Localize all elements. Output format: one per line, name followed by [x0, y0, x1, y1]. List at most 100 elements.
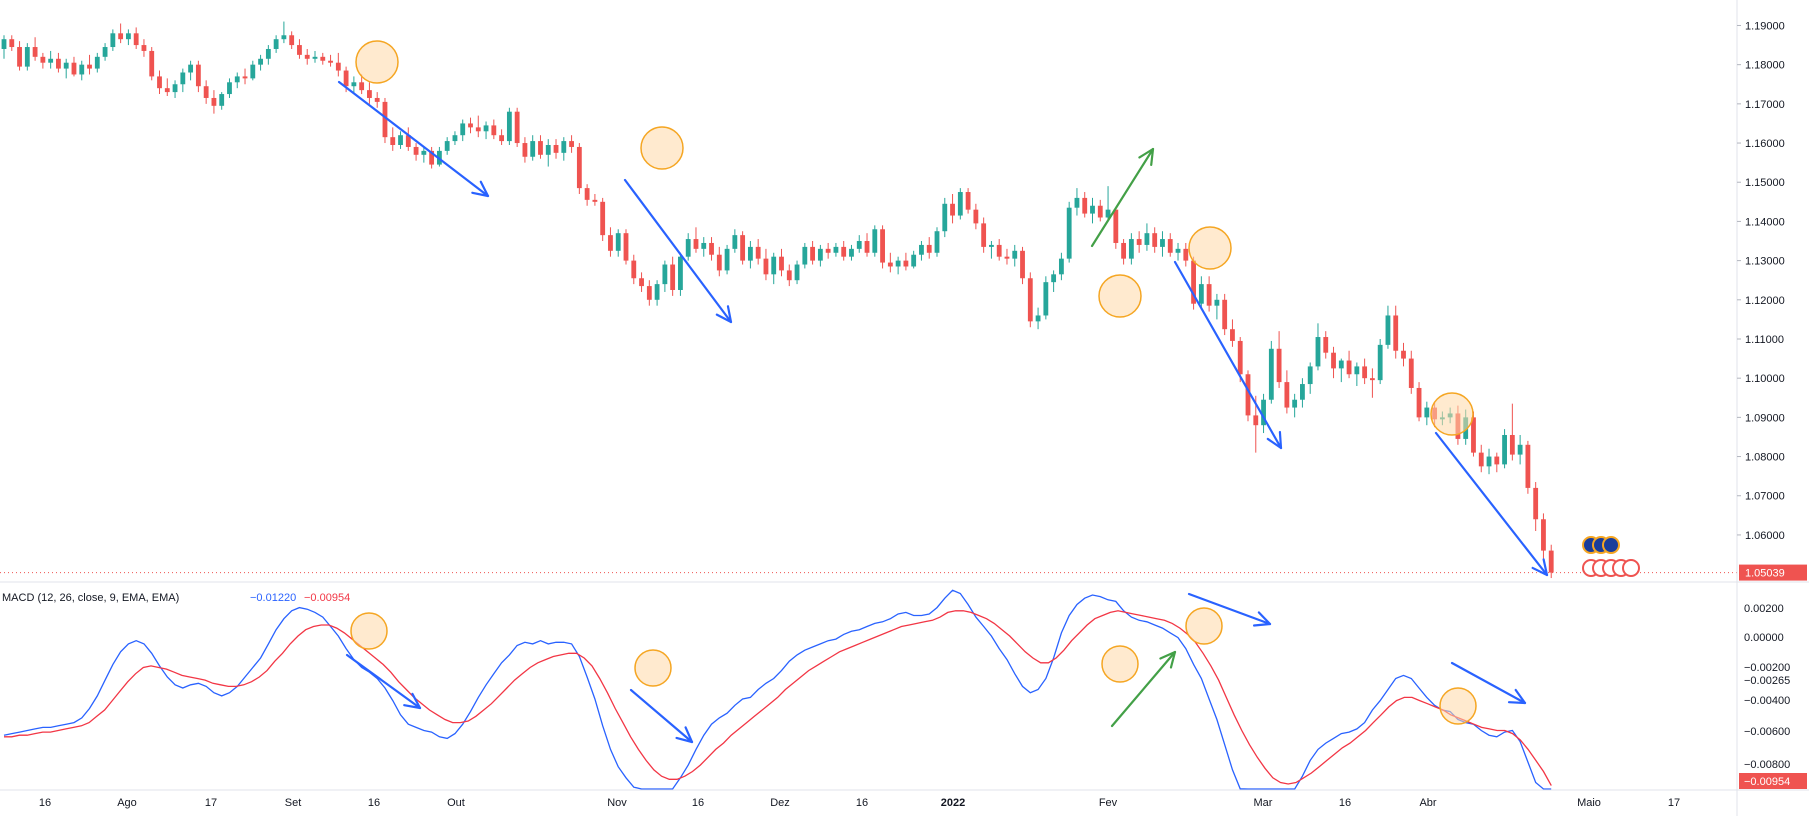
- candle-body: [1113, 209, 1119, 243]
- candle-body: [1090, 205, 1095, 214]
- trend-arrow-shaft: [345, 653, 422, 710]
- candle-body: [763, 258, 769, 275]
- candle-body: [965, 192, 971, 210]
- candle-body: [887, 262, 893, 267]
- candle-body: [600, 201, 606, 236]
- candle-body: [771, 256, 777, 275]
- trend-arrow-head: [1531, 558, 1549, 577]
- price-axis-tick-label: 1.07000: [1745, 491, 1785, 503]
- candle-body: [1300, 384, 1305, 400]
- trend-arrow: [1187, 592, 1272, 627]
- candle-body: [950, 203, 955, 216]
- candle-body: [273, 39, 279, 49]
- candle-body: [40, 56, 46, 63]
- candle-body: [452, 135, 458, 142]
- candle-body: [569, 141, 574, 147]
- price-axis-tick-label: 1.17000: [1745, 99, 1785, 111]
- macd-axis-tick-label: 0.00000: [1744, 632, 1784, 644]
- candle-body: [693, 239, 699, 249]
- macd-legend[interactable]: MACD (12, 26, close, 9, EMA, EMA) −0.012…: [2, 592, 350, 604]
- price-axis-tick-label: 1.14000: [1745, 216, 1785, 228]
- candle-body: [506, 111, 512, 142]
- candle-body: [351, 82, 357, 87]
- candle-body: [1082, 197, 1088, 214]
- macd-last-value-text: −0.00954: [1744, 776, 1790, 788]
- macd-axis-tick-label: −0.00265: [1744, 675, 1790, 687]
- candle-body: [1237, 340, 1243, 375]
- us-flag-icon[interactable]: [1622, 559, 1640, 577]
- last-price-label-text: 1.05039: [1745, 568, 1785, 580]
- candle-body: [1230, 329, 1235, 341]
- trend-arrow-shaft: [1173, 260, 1283, 450]
- eu-flag-icon[interactable]: [1602, 536, 1620, 554]
- price-axis[interactable]: 1.19000 1.18000 1.17000 1.16000 1.15000 1.140…: [1737, 20, 1785, 542]
- trend-arrow-shaft: [337, 80, 490, 198]
- candle-body: [864, 241, 870, 253]
- highlight-circle: [1185, 607, 1223, 645]
- candle-body: [615, 233, 621, 251]
- candle-body: [1408, 358, 1414, 388]
- candle-body: [1128, 239, 1134, 259]
- price-axis-tick-label: 1.15000: [1745, 177, 1785, 189]
- candle-body: [1393, 315, 1399, 351]
- signal-line: [4, 610, 1552, 786]
- candle-body: [880, 229, 885, 263]
- candle-body: [608, 235, 613, 251]
- time-axis[interactable]: 16 Ago 17 Set 16 Out Nov 16 Dez 16 2022 Fev Mar 16 Abr…: [39, 797, 1680, 809]
- candle-body: [825, 248, 831, 253]
- candle-body: [670, 264, 676, 290]
- price-axis-tick-label: 1.19000: [1745, 20, 1785, 32]
- trend-arrow: [337, 80, 490, 198]
- candle-body: [1035, 315, 1041, 322]
- highlight-circle: [1430, 392, 1474, 436]
- candle-body: [343, 70, 349, 87]
- candle-body: [561, 141, 567, 153]
- candle-body: [817, 248, 823, 261]
- trend-arrow-head: [1507, 688, 1527, 705]
- candle-body: [289, 35, 295, 46]
- candle-body: [1175, 248, 1181, 253]
- economic-events-icons[interactable]: [1582, 536, 1640, 577]
- trend-arrow-head: [471, 180, 490, 198]
- candle-body: [234, 76, 240, 83]
- candle-body: [491, 125, 497, 136]
- candle-body: [1066, 207, 1072, 259]
- trend-arrow-shaft: [1187, 592, 1272, 626]
- last-price-label: 1.05039: [1739, 564, 1807, 581]
- candle-body: [747, 246, 753, 261]
- candle-body: [71, 62, 77, 75]
- candle-body: [1268, 348, 1274, 400]
- candle-body: [623, 233, 629, 261]
- candle-body: [903, 260, 909, 267]
- highlight-circle: [1101, 645, 1139, 683]
- time-axis-label: Fev: [1099, 797, 1118, 809]
- candle-body: [1338, 360, 1344, 369]
- price-axis-tick-label: 1.18000: [1745, 60, 1785, 72]
- candle-body: [1027, 278, 1033, 322]
- candle-body: [841, 246, 847, 257]
- candle-body: [934, 231, 940, 253]
- macd-legend-title[interactable]: MACD (12, 26, close, 9, EMA, EMA): [2, 592, 179, 604]
- macd-axis[interactable]: 0.00200 0.00000 −0.00200−0.00265 −0.00400 −0…: [1744, 603, 1790, 771]
- candle-body: [265, 48, 271, 59]
- candle-body: [1167, 239, 1173, 253]
- price-axis-tick-label: 1.16000: [1745, 138, 1785, 150]
- time-axis-label: 16: [39, 797, 51, 809]
- time-axis-label: Ago: [117, 797, 137, 809]
- candle-body: [1198, 284, 1204, 304]
- candle-body: [335, 62, 341, 71]
- candle-body: [125, 33, 131, 40]
- candle-body: [1183, 248, 1189, 261]
- candle-body: [102, 47, 108, 57]
- candle-body: [499, 135, 505, 142]
- candle-body: [1191, 260, 1196, 304]
- annotations-layer: [337, 40, 1549, 744]
- candle-body: [553, 145, 559, 153]
- candle-body: [359, 82, 365, 91]
- candle-body: [1548, 550, 1554, 573]
- candle-body: [514, 111, 520, 144]
- trend-arrow-shaft: [623, 178, 733, 324]
- candle-body: [1206, 284, 1212, 306]
